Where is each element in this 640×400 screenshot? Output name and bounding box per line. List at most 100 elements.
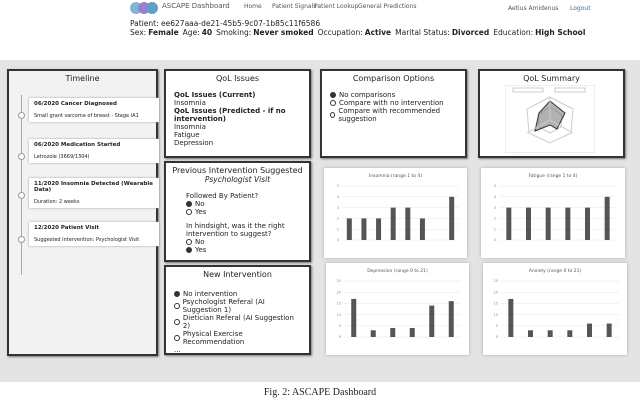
heading: QoL Issues (Current) <box>174 91 256 99</box>
y-tick-label: 1 <box>494 227 496 231</box>
bar-chart: Depression (range 0 to 21) 0 5 10 15 20 25 <box>337 268 461 339</box>
radio-option[interactable]: No intervention <box>174 290 301 298</box>
radio-option[interactable]: No comparisons <box>330 91 457 99</box>
nav-link[interactable]: General Predictions <box>358 3 417 10</box>
bar <box>506 207 512 240</box>
y-tick-label: 3 <box>337 206 339 210</box>
bar <box>376 218 382 240</box>
radio[interactable] <box>174 291 180 297</box>
caption: Fig. 2: ASCAPE Dashboard <box>263 387 377 398</box>
app-name: ASCAPE Dashboard <box>162 2 230 10</box>
field-value: Female <box>148 28 179 37</box>
panel-title: New Intervention <box>203 270 272 279</box>
panel-title: Previous Intervention Suggested <box>172 166 303 175</box>
list-item: Depression <box>174 139 214 147</box>
radio-label: Psychologist Referal (AI Suggestion 1) <box>182 298 265 314</box>
bar <box>508 298 514 337</box>
logout[interactable]: Logout <box>570 5 591 12</box>
event-title: 06/2020 Cancer Diagnosed <box>34 101 117 107</box>
radio-label: Yes <box>195 246 207 254</box>
radio-option[interactable]: Dietician Referal (AI Suggestion 2) <box>174 314 301 330</box>
radio[interactable] <box>186 201 192 207</box>
nav-link[interactable]: Home <box>244 3 262 10</box>
chart-title: Fatigue (range 1 to 4) <box>529 173 578 179</box>
patient-fields: Sex: Female Age: 40 Smoking: Never smoked Occu… <box>130 28 585 37</box>
nav-link[interactable]: Patient Lookup <box>314 3 359 10</box>
timeline-dot <box>18 236 25 243</box>
y-tick-label: 5 <box>339 324 341 328</box>
bar <box>346 218 352 240</box>
radio-option[interactable]: No <box>186 200 301 208</box>
event-detail: Letrozole (3669/1304) <box>34 154 90 160</box>
bar <box>606 323 612 337</box>
radio[interactable] <box>174 319 180 325</box>
chart-title: Insomnia (range 1 to 4) <box>369 173 422 179</box>
y-tick-label: 15 <box>494 302 498 306</box>
suggestion: Psychologist Visit <box>204 175 271 184</box>
list-item: Fatigue <box>174 131 200 139</box>
question: In hindsight, was it the right intervent… <box>186 222 285 238</box>
radio-option[interactable]: Compare with no intervention <box>330 99 457 107</box>
radio-option[interactable]: Psychologist Referal (AI Suggestion 1) <box>174 298 301 314</box>
radio-option[interactable]: Yes <box>186 246 301 254</box>
y-tick-label: 2 <box>337 217 339 221</box>
field-label: Education: <box>493 28 534 37</box>
y-tick-label: 2 <box>494 217 496 221</box>
y-tick-label: 1 <box>337 227 339 231</box>
y-tick-label: 15 <box>337 302 341 306</box>
field-label: Smoking: <box>216 28 252 37</box>
more: ... <box>174 346 181 354</box>
radio[interactable] <box>330 112 336 118</box>
bar-chart: Insomnia (range 1 to 4) 0 1 2 3 4 5 <box>337 173 459 242</box>
event-detail: Small grant sarcoma of breast - Stage IA… <box>34 113 139 119</box>
bar <box>390 207 396 240</box>
y-tick-label: 3 <box>494 206 496 210</box>
radio-label: Physical Exercise Recommendation <box>182 330 245 346</box>
y-tick-label: 4 <box>494 195 497 199</box>
nav-link[interactable]: Patient Signals <box>272 3 317 10</box>
y-tick-label: 20 <box>337 290 341 294</box>
panel-title: Timeline <box>65 74 100 83</box>
bar <box>585 207 590 240</box>
bar-chart: Fatigue (range 1 to 4) 0 1 2 3 4 5 <box>494 173 617 242</box>
radio-label: No comparisons <box>339 91 396 99</box>
bar <box>547 330 553 337</box>
list-item: Insomnia <box>174 99 206 107</box>
bar <box>565 207 571 240</box>
y-tick-label: 0 <box>337 238 339 242</box>
field-value: Active <box>364 28 392 37</box>
bar <box>448 301 454 337</box>
chart-title: Depression (range 0 to 21) <box>367 268 428 274</box>
field-label: Occupation: <box>317 28 363 37</box>
chart-card: Insomnia (range 1 to 4) 0 1 2 3 4 5 <box>324 168 467 258</box>
radio[interactable] <box>186 209 192 215</box>
radio[interactable] <box>330 92 336 98</box>
radio-label: Yes <box>195 208 207 216</box>
timeline-panel: Timeline 06/2020 Cancer Diagnosed Small g… <box>7 69 159 356</box>
event-title: 06/2020 Medication Started <box>34 142 121 148</box>
bar <box>409 328 415 337</box>
radio-option[interactable]: Yes <box>186 208 301 216</box>
radio-option[interactable]: No <box>186 238 301 246</box>
y-tick-label: 0 <box>496 335 498 339</box>
qol-summary-panel: QoL Summary <box>478 69 625 158</box>
radio-label: No <box>195 238 205 246</box>
y-tick-label: 10 <box>337 313 341 317</box>
radio-label: No intervention <box>183 290 238 298</box>
bar-chart: Anxiety (range 0 to 21) 0 5 10 15 20 25 <box>494 268 619 339</box>
radio-label: Compare with no intervention <box>339 99 444 107</box>
radio[interactable] <box>186 247 192 253</box>
radio[interactable] <box>186 239 192 245</box>
radio[interactable] <box>174 303 180 309</box>
panel-title: QoL Summary <box>523 74 580 83</box>
question: Followed By Patient? <box>186 192 259 200</box>
y-tick-label: 25 <box>337 279 341 283</box>
radio-option[interactable]: Physical Exercise Recommendation <box>174 330 301 346</box>
y-tick-label: 0 <box>494 238 496 242</box>
timeline-dot <box>18 112 25 119</box>
radio[interactable] <box>174 335 180 341</box>
radio[interactable] <box>330 100 336 106</box>
y-tick-label: 20 <box>494 290 498 294</box>
bar <box>587 323 592 337</box>
radio-option[interactable]: Compare with recommended suggestion <box>330 107 457 123</box>
